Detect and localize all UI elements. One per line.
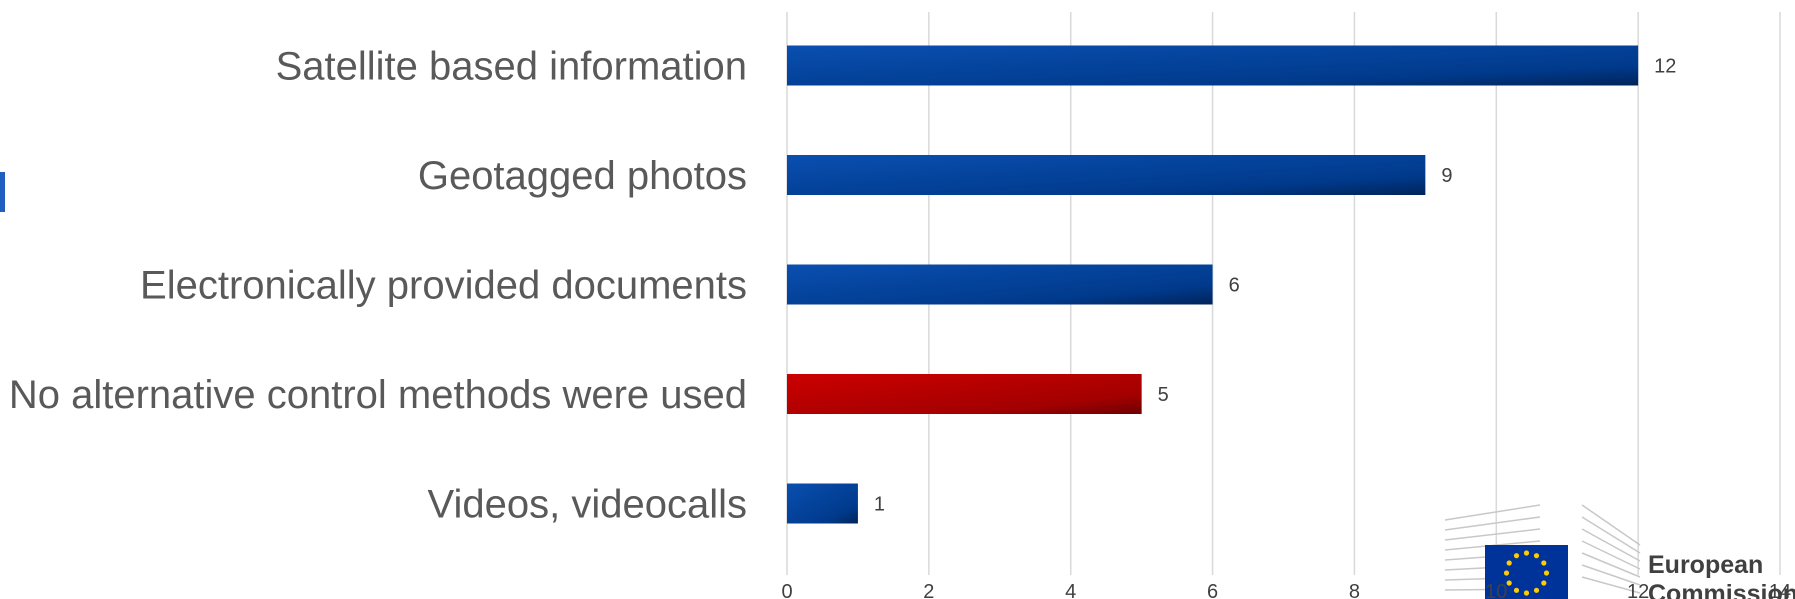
x-tick-label-4: 8 [1349, 581, 1360, 599]
flag-star-3 [1543, 570, 1550, 576]
x-tick-label-5: 10 [1485, 581, 1507, 599]
flag-star-1 [1533, 553, 1540, 559]
x-tick-label-3: 6 [1207, 581, 1218, 599]
data-label-2: 6 [1229, 275, 1240, 297]
european-commission-logo: European Commission [1444, 504, 1795, 599]
bar-1 [787, 155, 1426, 195]
x-tick-label-2: 4 [1065, 581, 1076, 599]
x-tick-label-7: 14 [1769, 581, 1791, 599]
bar-0 [787, 45, 1639, 86]
flag-star-6 [1523, 590, 1530, 596]
data-label-0: 12 [1654, 56, 1676, 78]
data-labels: 12 9 6 5 1 [874, 56, 1676, 516]
logo-text-line1: European [1648, 551, 1763, 579]
bar-2 [787, 264, 1213, 305]
data-label-1: 9 [1441, 165, 1452, 187]
x-tick-label-1: 2 [923, 581, 934, 599]
x-tick-label-6: 12 [1627, 581, 1649, 599]
flag-star-8 [1506, 580, 1512, 586]
category-label-4: Videos, videocalls [428, 483, 747, 527]
flag-star-7 [1513, 587, 1520, 593]
flag-star-2 [1541, 560, 1547, 566]
bars [787, 45, 1639, 524]
data-label-4: 1 [874, 494, 885, 516]
category-label-1: Geotagged photos [418, 154, 747, 198]
logo-text-line2: Commission [1648, 580, 1795, 599]
category-label-2: Electronically provided documents [140, 264, 747, 308]
x-axis-tick-labels: 0 2 4 6 8 10 12 14 [781, 581, 1791, 599]
bar-4 [787, 483, 858, 524]
category-labels: Satellite based information Geotagged pho… [9, 45, 747, 527]
category-label-0: Satellite based information [276, 45, 747, 89]
left-accent-marker [0, 172, 5, 212]
data-label-3: 5 [1158, 384, 1169, 406]
x-tick-label-0: 0 [781, 581, 792, 599]
flag-star-10 [1506, 560, 1512, 566]
bar-3 [787, 374, 1142, 414]
flag-star-9 [1503, 570, 1510, 576]
flag-star-5 [1533, 587, 1540, 593]
eu-stars [1503, 550, 1550, 596]
flag-star-0 [1523, 550, 1530, 556]
category-label-3: No alternative control methods were used [9, 373, 747, 417]
flag-star-4 [1541, 580, 1547, 586]
flag-star-11 [1513, 553, 1520, 559]
